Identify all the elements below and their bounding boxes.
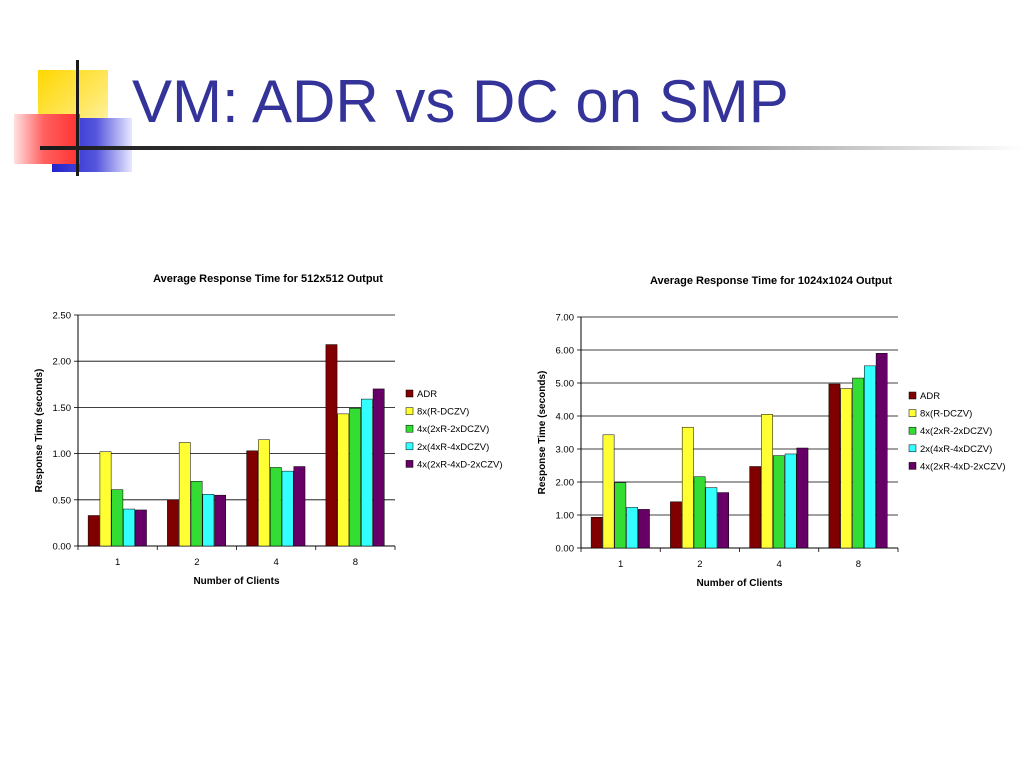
x-tick-label: 4	[273, 557, 278, 568]
chart-title: Average Response Time for 1024x1024 Outp…	[650, 275, 892, 287]
bar-2x-4xr-4xdczv--8	[361, 398, 373, 547]
legend-swatch	[908, 426, 917, 435]
bar-8x-r-dczv--8	[840, 388, 853, 549]
legend-label: 8x(R-DCZV)	[417, 407, 469, 418]
legend-label: 4x(2xR-4xD-2xCZV)	[920, 461, 1006, 472]
bar-4x-2xr-4xd-2xczv--1	[638, 509, 650, 549]
x-tick-label: 1	[618, 559, 623, 570]
x-tick-label: 8	[353, 557, 358, 568]
bar-4x-2xr-4xd-2xczv--8	[372, 388, 385, 547]
y-tick-label: 0.00	[556, 544, 575, 555]
legend-swatch	[908, 462, 917, 470]
x-axis-title: Number of Clients	[193, 576, 280, 587]
legend-swatch	[908, 391, 917, 400]
y-tick-label: 2.00	[556, 478, 575, 489]
legend-swatch	[405, 460, 414, 468]
x-axis-title: Number of Clients	[696, 578, 783, 589]
slide-title: VM: ADR vs DC on SMP	[132, 68, 789, 135]
bar-adr-8	[325, 344, 338, 547]
legend-label: 8x(R-DCZV)	[920, 409, 972, 420]
chart-512x512: Average Response Time for 512x512 Output…	[34, 273, 503, 587]
bar-8x-r-dczv--4	[761, 414, 773, 549]
bar-4x-2xr-2xdczv--1	[614, 482, 627, 549]
bar-8x-r-dczv--2	[681, 426, 694, 549]
bar-adr-1	[87, 515, 100, 547]
bar-4x-2xr-4xd-2xczv--4	[293, 466, 306, 547]
x-tick-label: 2	[194, 557, 199, 568]
y-tick-label: 6.00	[556, 346, 575, 357]
bar-4x-2xr-4xd-2xczv--8	[875, 353, 888, 549]
bar-2x-4xr-4xdczv--4	[784, 453, 797, 549]
bar-adr-2	[167, 499, 179, 547]
y-tick-label: 2.00	[53, 357, 72, 368]
legend-swatch	[405, 442, 414, 451]
x-tick-label: 8	[856, 559, 861, 570]
deco-red-square	[14, 114, 80, 164]
bar-adr-4	[246, 450, 259, 547]
bar-4x-2xr-2xdczv--2	[190, 481, 203, 547]
x-tick-label: 4	[776, 559, 781, 570]
y-tick-label: 7.00	[556, 313, 575, 324]
bar-adr-4	[749, 466, 762, 549]
legend-label: 2x(4xR-4xDCZV)	[920, 444, 992, 455]
y-axis-title: Response Time (seconds)	[537, 371, 548, 495]
legend-swatch	[405, 407, 414, 415]
legend-swatch	[405, 389, 414, 398]
y-tick-label: 0.50	[53, 495, 72, 506]
legend-label: ADR	[920, 391, 940, 402]
legend-label: 2x(4xR-4xDCZV)	[417, 442, 489, 453]
bar-2x-4xr-4xdczv--4	[281, 470, 294, 547]
bar-2x-4xr-4xdczv--2	[705, 487, 718, 549]
deco-vertical-line	[76, 60, 79, 176]
y-axis-title: Response Time (seconds)	[34, 369, 45, 493]
legend-label: ADR	[417, 389, 437, 400]
legend-label: 4x(2xR-4xD-2xCZV)	[417, 459, 503, 470]
legend-swatch	[405, 424, 414, 433]
bar-adr-1	[590, 517, 603, 549]
x-tick-label: 2	[697, 559, 702, 570]
bar-4x-2xr-4xd-2xczv--2	[717, 492, 730, 549]
title-underline	[40, 146, 1024, 150]
bar-2x-4xr-4xdczv--1	[123, 508, 135, 547]
bar-8x-r-dczv--1	[602, 434, 615, 549]
bar-4x-2xr-4xd-2xczv--2	[214, 494, 227, 547]
bar-4x-2xr-4xd-2xczv--4	[796, 447, 809, 549]
y-tick-label: 2.50	[53, 311, 72, 322]
bar-8x-r-dczv--1	[99, 451, 112, 547]
bar-adr-2	[670, 501, 682, 549]
y-tick-label: 1.50	[53, 403, 72, 414]
bar-4x-2xr-2xdczv--4	[772, 455, 785, 549]
y-tick-label: 1.00	[556, 511, 575, 522]
bar-4x-2xr-2xdczv--4	[269, 467, 282, 547]
y-tick-label: 0.00	[53, 542, 72, 553]
x-tick-label: 1	[115, 557, 120, 568]
bar-8x-r-dczv--2	[178, 442, 191, 547]
bar-2x-4xr-4xdczv--8	[864, 365, 876, 549]
legend-swatch	[908, 409, 917, 417]
y-tick-label: 5.00	[556, 379, 575, 390]
bar-4x-2xr-2xdczv--2	[693, 476, 706, 549]
bar-4x-2xr-2xdczv--1	[111, 489, 124, 547]
y-tick-label: 3.00	[556, 445, 575, 456]
chart-title: Average Response Time for 512x512 Output	[153, 273, 383, 285]
y-tick-label: 1.00	[53, 449, 72, 460]
bar-4x-2xr-2xdczv--8	[349, 408, 361, 547]
bar-8x-r-dczv--8	[337, 413, 350, 547]
y-tick-label: 4.00	[556, 412, 575, 423]
bar-2x-4xr-4xdczv--2	[202, 494, 215, 547]
bar-adr-8	[828, 383, 841, 549]
bar-8x-r-dczv--4	[258, 439, 270, 547]
bar-2x-4xr-4xdczv--1	[626, 507, 638, 549]
legend-label: 4x(2xR-2xDCZV)	[417, 424, 489, 435]
legend-label: 4x(2xR-2xDCZV)	[920, 426, 992, 437]
bar-4x-2xr-4xd-2xczv--1	[135, 509, 147, 547]
bar-4x-2xr-2xdczv--8	[852, 377, 864, 549]
legend-swatch	[908, 444, 917, 453]
chart-1024x1024: Average Response Time for 1024x1024 Outp…	[537, 275, 1006, 589]
